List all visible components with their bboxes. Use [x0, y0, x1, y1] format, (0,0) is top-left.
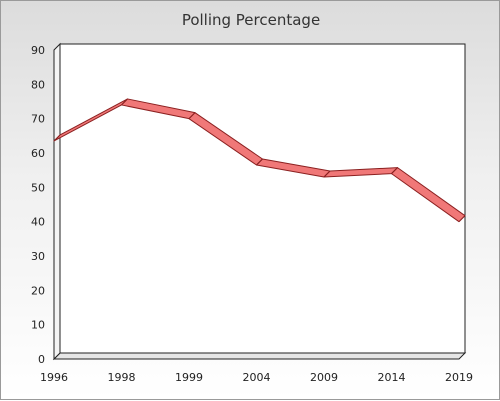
- x-tick-label: 2019: [445, 371, 473, 384]
- data-point: [53, 134, 61, 142]
- x-tick-label: 1999: [175, 371, 203, 384]
- floor: [52, 352, 467, 360]
- x-tick-label: 2004: [243, 371, 271, 384]
- y-tick-label: 20: [31, 284, 45, 297]
- side-wall: [53, 42, 61, 361]
- plot-area: 0 10 20 30 40 50 60 70 80 90 1996 1998 1999 2004 2009 2…: [31, 42, 473, 384]
- y-tick-label: 60: [31, 147, 45, 160]
- data-point: [323, 170, 331, 178]
- data-point: [121, 98, 128, 106]
- y-tick-label: 40: [31, 216, 45, 229]
- data-point: [256, 158, 263, 166]
- y-tick-label: 90: [31, 44, 45, 57]
- y-tick-label: 80: [31, 78, 45, 91]
- back-wall: [59, 43, 466, 354]
- y-tick-label: 10: [31, 319, 45, 332]
- x-tick-label: 1996: [40, 371, 68, 384]
- y-tick-label: 50: [31, 181, 45, 194]
- x-tick-label: 1998: [108, 371, 136, 384]
- y-tick-label: 70: [31, 113, 45, 126]
- chart-title: Polling Percentage: [182, 11, 320, 29]
- data-point: [188, 112, 196, 120]
- data-point: [458, 215, 466, 223]
- x-tick-label: 2009: [310, 371, 338, 384]
- x-tick-label: 2014: [378, 371, 406, 384]
- y-tick-label: 30: [31, 250, 45, 263]
- y-tick-label: 0: [38, 353, 45, 366]
- data-point: [391, 167, 398, 174]
